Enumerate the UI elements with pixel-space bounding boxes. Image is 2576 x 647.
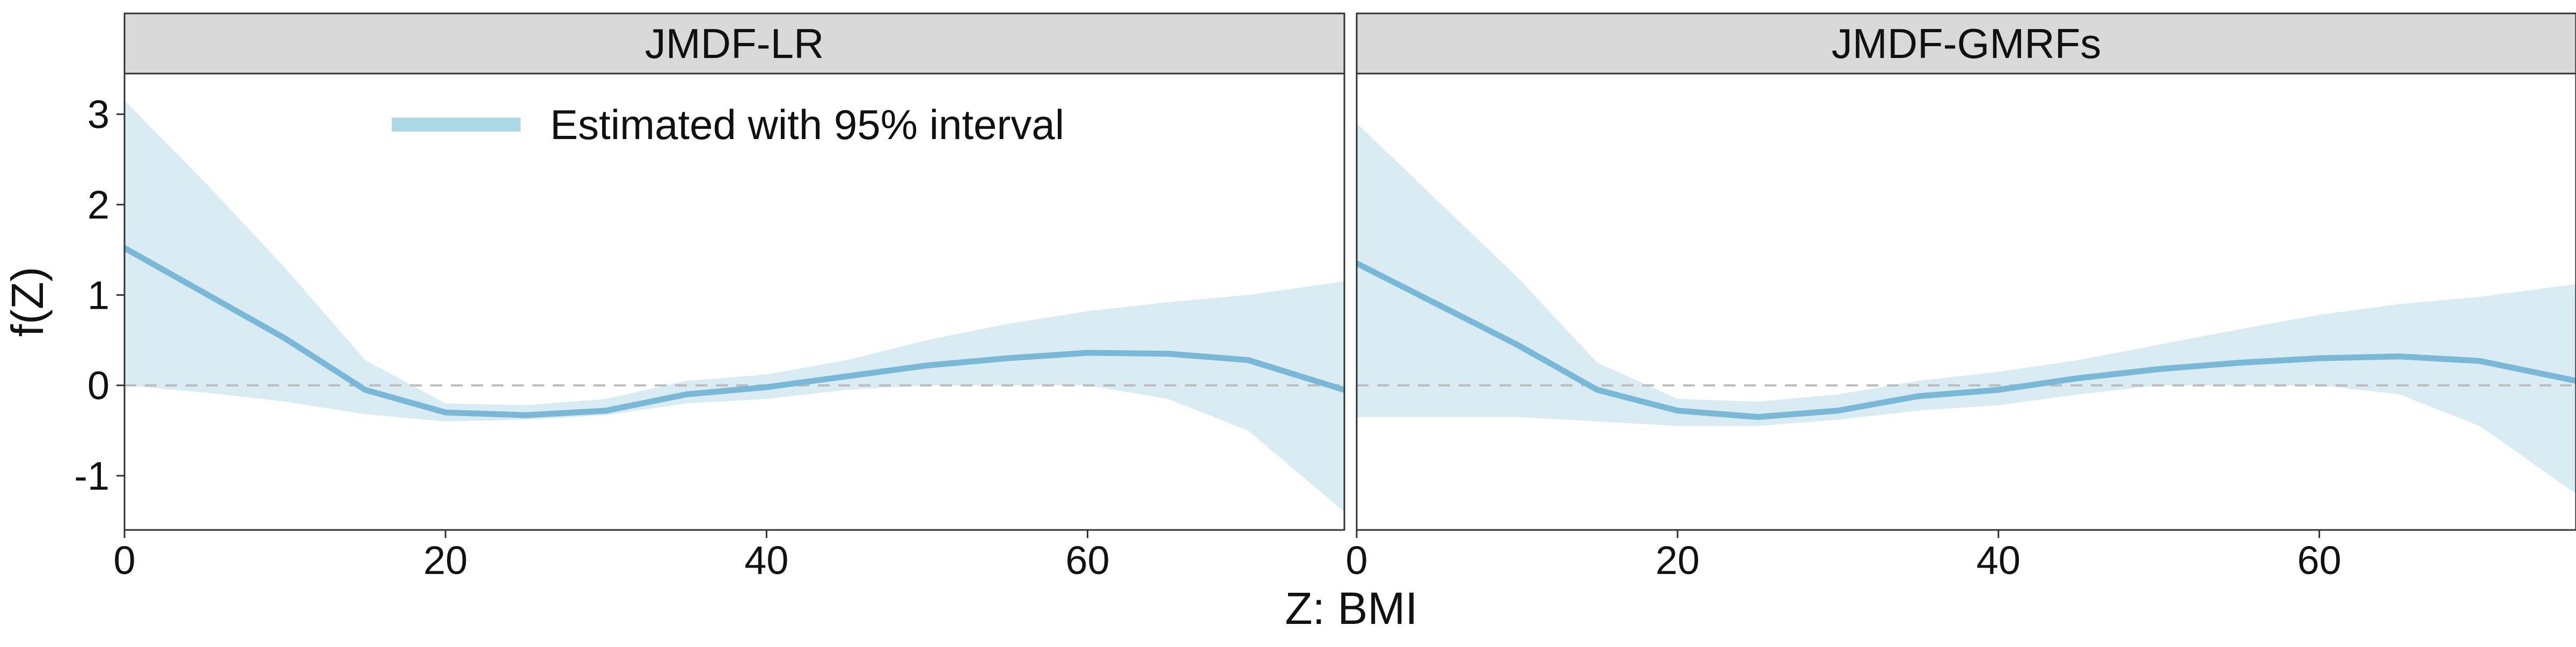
confidence-band (1357, 123, 2576, 494)
plot-area (1357, 123, 2576, 494)
x-tick-label: 0 (1345, 538, 1367, 583)
y-axis-title: f(Z) (2, 267, 53, 337)
panel-2: JMDF-GMRFs 0 20 40 60 (1345, 12, 2576, 583)
y-tick-label: -1 (74, 454, 109, 498)
estimate-line (125, 245, 1344, 418)
y-tick-label: 2 (87, 183, 109, 227)
estimate-line (1357, 260, 2576, 420)
facet-strip-title: JMDF-LR (645, 20, 824, 67)
x-tick-label: 20 (423, 538, 467, 583)
confidence-band (125, 100, 1344, 512)
x-tick-label: 40 (744, 538, 788, 583)
x-tick-label: 60 (2297, 538, 2341, 583)
plot-area (125, 100, 1344, 512)
facet-strip (123, 12, 1345, 75)
x-tick-label: 60 (1065, 538, 1109, 583)
x-tick-label: 40 (1977, 538, 2021, 583)
panel-border (123, 72, 1345, 531)
y-tick-label: 0 (87, 364, 109, 408)
x-axis-title: Z: BMI (1285, 583, 1417, 634)
facet-strip (1356, 12, 2576, 75)
x-tick-label: 20 (1656, 538, 1700, 583)
panel-border (1356, 72, 2576, 531)
y-tick-label: 1 (87, 273, 109, 317)
x-tick-label: 0 (113, 538, 135, 583)
legend-label: Estimated with 95% interval (550, 101, 1064, 148)
y-tick-label: 3 (87, 92, 109, 137)
facet-strip-title: JMDF-GMRFs (1832, 20, 2102, 67)
